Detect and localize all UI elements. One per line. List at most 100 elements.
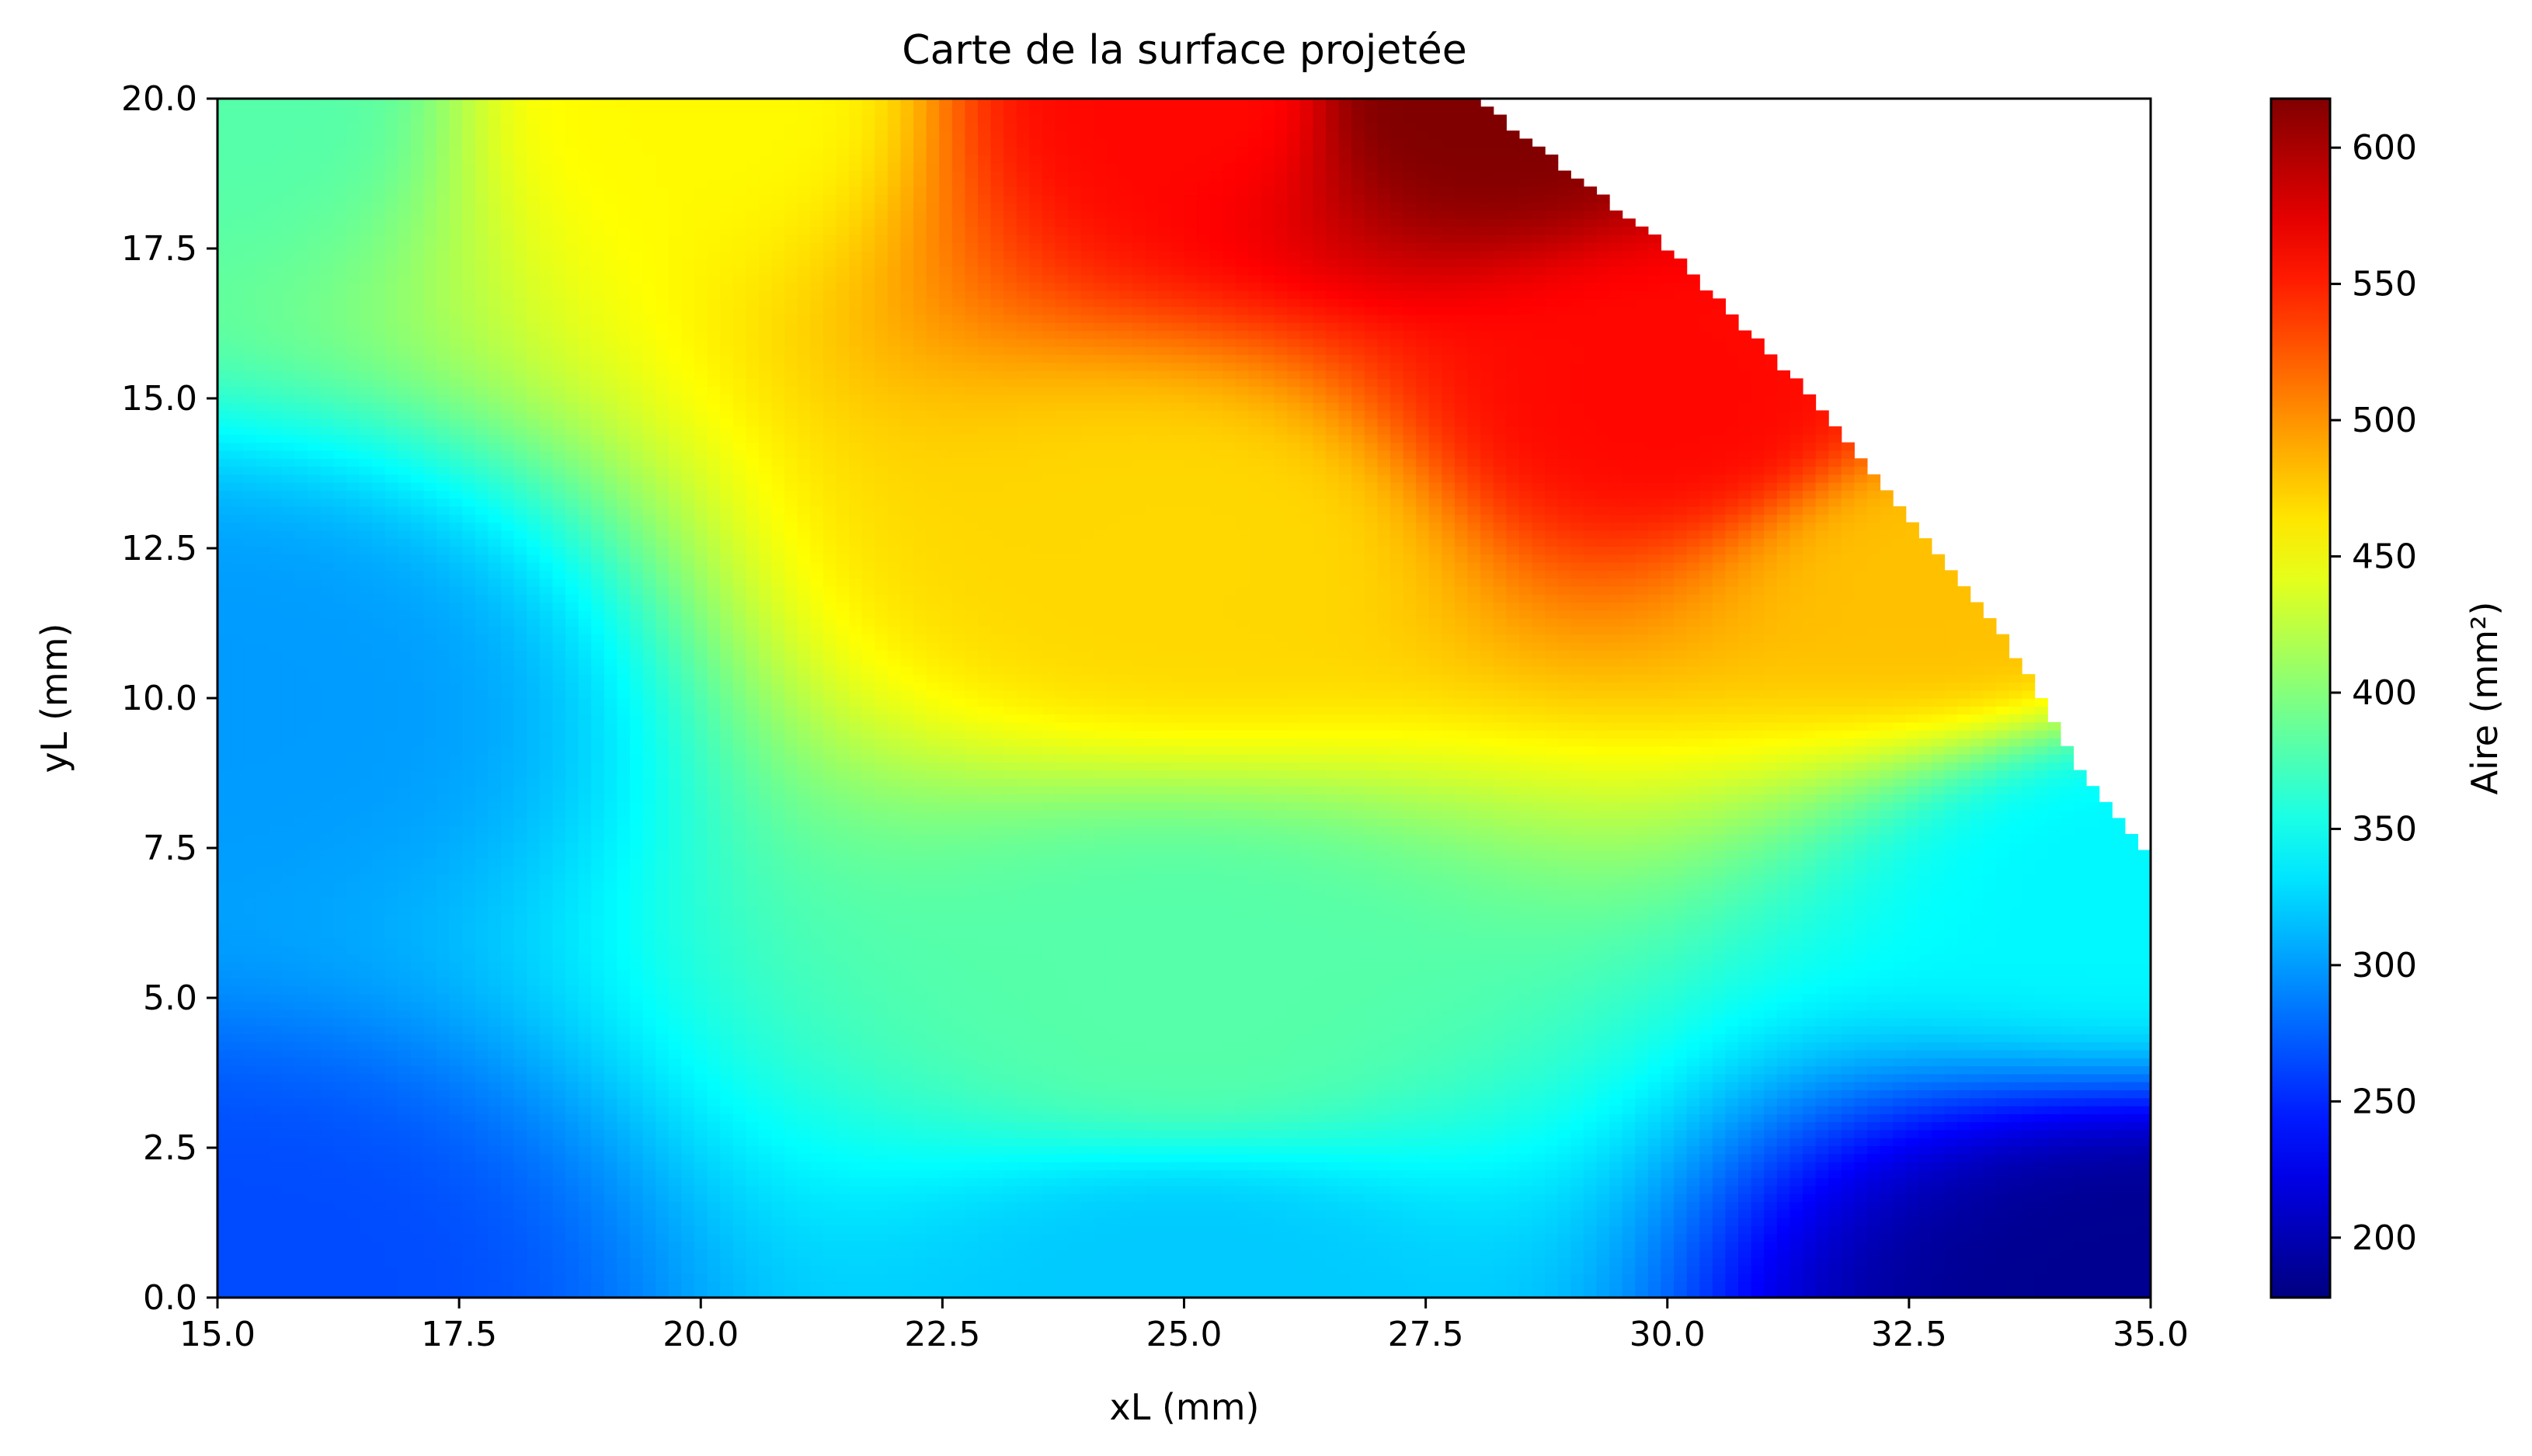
heatmap-cell bbox=[1377, 1281, 1391, 1291]
heatmap-cell bbox=[1403, 1065, 1417, 1075]
heatmap-cell bbox=[384, 1129, 398, 1138]
heatmap-cell bbox=[656, 1097, 670, 1107]
heatmap-cell bbox=[1274, 1089, 1288, 1099]
heatmap-cell bbox=[1506, 1129, 1520, 1138]
heatmap-cell bbox=[1841, 1049, 1855, 1058]
heatmap-cell bbox=[849, 1169, 863, 1179]
heatmap-cell bbox=[1068, 1082, 1082, 1090]
heatmap-cell bbox=[1557, 1289, 1571, 1298]
heatmap-cell bbox=[1016, 1041, 1030, 1051]
heatmap-cell bbox=[1377, 1082, 1391, 1090]
heatmap-cell bbox=[1351, 1153, 1365, 1162]
heatmap-cell bbox=[1287, 1201, 1301, 1211]
heatmap-cell bbox=[617, 1249, 631, 1259]
heatmap-cell bbox=[552, 1281, 566, 1291]
heatmap-cell bbox=[308, 1201, 322, 1211]
heatmap-cell bbox=[849, 1097, 863, 1107]
heatmap-cell bbox=[475, 1162, 489, 1170]
heatmap-cell bbox=[1454, 1265, 1469, 1274]
heatmap-cell bbox=[1622, 1138, 1636, 1147]
heatmap-cell bbox=[1416, 1225, 1430, 1235]
heatmap-cell bbox=[1416, 1249, 1430, 1259]
heatmap-cell bbox=[333, 1073, 347, 1082]
heatmap-cell bbox=[797, 1249, 811, 1259]
heatmap-cell bbox=[617, 1265, 631, 1274]
heatmap-cell bbox=[1866, 1041, 1881, 1051]
heatmap-cell bbox=[732, 1209, 746, 1218]
heatmap-cell bbox=[1145, 1097, 1159, 1107]
heatmap-cell bbox=[1866, 1121, 1881, 1131]
heatmap-cell bbox=[1029, 1058, 1043, 1067]
heatmap-cell bbox=[1893, 1089, 1907, 1099]
heatmap-cell bbox=[939, 1049, 953, 1058]
heatmap-cell bbox=[2022, 1289, 2036, 1298]
heatmap-cell bbox=[1068, 1097, 1082, 1107]
heatmap-cell bbox=[1106, 1153, 1121, 1162]
heatmap-cell bbox=[771, 1185, 785, 1194]
heatmap-cell bbox=[1416, 1233, 1430, 1242]
heatmap-cell bbox=[978, 1105, 992, 1114]
heatmap-cell bbox=[1893, 1233, 1907, 1242]
heatmap-cell bbox=[875, 1265, 889, 1274]
heatmap-cell bbox=[2073, 1281, 2087, 1291]
heatmap-cell bbox=[2137, 1121, 2151, 1131]
heatmap-cell bbox=[501, 1169, 515, 1179]
heatmap-cell bbox=[1235, 1289, 1250, 1298]
heatmap-cell bbox=[384, 1241, 398, 1250]
heatmap-cell bbox=[1442, 1177, 1456, 1187]
heatmap-cell bbox=[384, 1201, 398, 1211]
heatmap-cell bbox=[951, 1089, 966, 1099]
heatmap-cell bbox=[1841, 1289, 1855, 1298]
heatmap-cell bbox=[1622, 1058, 1636, 1067]
heatmap-cell bbox=[1480, 1218, 1494, 1226]
heatmap-cell bbox=[294, 1034, 308, 1043]
heatmap-cell bbox=[1699, 1089, 1713, 1099]
heatmap-cell bbox=[784, 1105, 798, 1114]
heatmap-cell bbox=[256, 1105, 270, 1114]
heatmap-cell bbox=[513, 1041, 527, 1051]
heatmap-cell bbox=[513, 1265, 527, 1274]
heatmap-cell bbox=[1828, 1162, 1842, 1170]
heatmap-cell bbox=[1776, 1138, 1790, 1147]
heatmap-cell bbox=[488, 1082, 502, 1090]
heatmap-cell bbox=[1841, 1218, 1855, 1226]
heatmap-cell bbox=[2073, 1218, 2087, 1226]
heatmap-cell bbox=[1094, 1289, 1108, 1298]
heatmap-cell bbox=[681, 1257, 695, 1267]
heatmap-cell bbox=[1351, 1121, 1365, 1131]
heatmap-cell bbox=[681, 1073, 695, 1082]
heatmap-cell bbox=[1428, 1274, 1442, 1283]
heatmap-cell bbox=[784, 1177, 798, 1187]
heatmap-cell bbox=[513, 1289, 527, 1298]
heatmap-cell bbox=[1622, 1209, 1636, 1218]
heatmap-cell bbox=[1377, 1201, 1391, 1211]
heatmap-cell bbox=[1145, 1177, 1159, 1187]
heatmap-cell bbox=[1828, 1082, 1842, 1090]
heatmap-cell bbox=[1699, 1097, 1713, 1107]
heatmap-cell bbox=[372, 1026, 386, 1034]
heatmap-cell bbox=[913, 1185, 927, 1194]
heatmap-cell bbox=[965, 1225, 979, 1235]
heatmap-cell bbox=[1119, 1274, 1133, 1283]
heatmap-cell bbox=[1068, 1041, 1082, 1051]
heatmap-cell bbox=[1029, 1145, 1043, 1155]
heatmap-cell bbox=[1003, 1265, 1017, 1274]
heatmap-cell bbox=[1931, 1225, 1946, 1235]
heatmap-cell bbox=[2124, 1265, 2138, 1274]
heatmap-cell bbox=[217, 1194, 231, 1203]
heatmap-cell bbox=[1377, 1145, 1391, 1155]
heatmap-cell bbox=[681, 1105, 695, 1114]
heatmap-cell bbox=[1416, 1257, 1430, 1267]
heatmap-cell bbox=[372, 1138, 386, 1147]
heatmap-cell bbox=[359, 1041, 373, 1051]
heatmap-cell bbox=[1557, 1218, 1571, 1226]
heatmap-cell bbox=[1377, 1241, 1391, 1250]
heatmap-cell bbox=[372, 1241, 386, 1250]
heatmap-cell bbox=[1841, 1089, 1855, 1099]
heatmap-cell bbox=[1377, 1249, 1391, 1259]
heatmap-cell bbox=[656, 1162, 670, 1170]
heatmap-cell bbox=[1170, 1138, 1185, 1147]
heatmap-cell bbox=[2086, 1241, 2100, 1250]
heatmap-cell bbox=[861, 1169, 875, 1179]
heatmap-cell bbox=[849, 1209, 863, 1218]
